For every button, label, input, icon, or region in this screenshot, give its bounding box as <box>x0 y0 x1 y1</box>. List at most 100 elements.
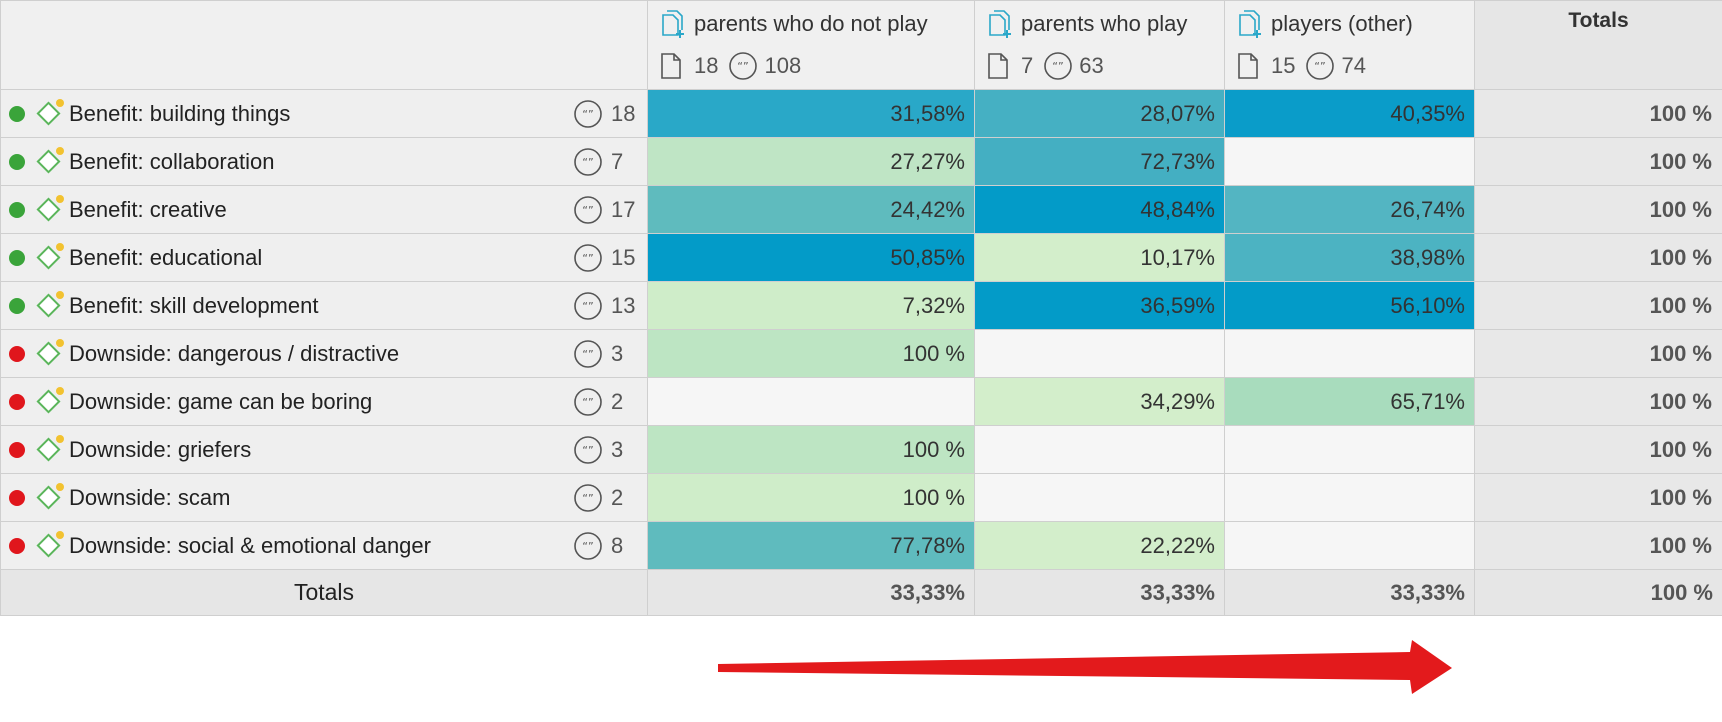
svg-text:“”: “” <box>582 348 593 361</box>
document-group-icon <box>989 10 1011 38</box>
cell-value[interactable]: 26,74% <box>1224 185 1475 234</box>
table-row[interactable]: Downside: dangerous / distractive “” 3 100 … <box>0 329 1722 378</box>
cell-value[interactable]: 48,84% <box>974 185 1225 234</box>
quotation-icon: “” <box>574 339 602 368</box>
cell-value[interactable]: 28,07% <box>974 89 1225 138</box>
cell-value[interactable]: 36,59% <box>974 281 1225 330</box>
document-icon <box>1238 53 1258 79</box>
table-row[interactable]: Downside: scam “” 2 100 % 100 % <box>0 473 1722 522</box>
svg-text:“”: “” <box>738 60 749 73</box>
row-header[interactable]: Benefit: building things “” 18 <box>0 89 648 138</box>
code-document-table: parents who do not play 18 “” 108 parents w… <box>0 0 1722 616</box>
column-title: players (other) <box>1271 11 1413 36</box>
code-icon <box>35 242 64 272</box>
quotation-icon: “” <box>574 195 602 224</box>
row-header[interactable]: Downside: griefers “” 3 <box>0 425 648 474</box>
code-label: Downside: social & emotional danger <box>69 532 431 558</box>
cell-value[interactable]: 31,58% <box>647 89 975 138</box>
table-row[interactable]: Downside: game can be boring “” 2 34,29% 65,… <box>0 377 1722 426</box>
cell-value[interactable]: 100 % <box>647 329 975 378</box>
cell-value[interactable]: 27,27% <box>647 137 975 186</box>
cell-value[interactable]: 100 % <box>647 425 975 474</box>
table-row[interactable]: Downside: griefers “” 3 100 % 100 % <box>0 425 1722 474</box>
column-header-2[interactable]: players (other) 15 “” 74 <box>1224 0 1475 90</box>
corner-header <box>0 0 648 90</box>
column-stats: 18 “” 108 <box>660 51 811 81</box>
svg-text:“”: “” <box>582 540 593 553</box>
cell-value[interactable] <box>1224 473 1475 522</box>
cell-value[interactable]: 72,73% <box>974 137 1225 186</box>
totals-column-header[interactable]: Totals <box>1474 0 1722 90</box>
cell-value[interactable] <box>974 473 1225 522</box>
document-group-icon <box>662 10 684 38</box>
row-total: 100 % <box>1474 281 1722 330</box>
row-header[interactable]: Downside: scam “” 2 <box>0 473 648 522</box>
count-value: 2 <box>611 388 624 414</box>
column-title-row: players (other) <box>1237 9 1413 39</box>
column-header-1[interactable]: parents who play 7 “” 63 <box>974 0 1225 90</box>
table-row[interactable]: Benefit: skill development “” 13 7,32% 36,59… <box>0 281 1722 330</box>
svg-text:“”: “” <box>582 156 593 169</box>
document-count: 7 <box>1021 53 1034 78</box>
table-row[interactable]: Benefit: building things “” 18 31,58% 28,07%… <box>0 89 1722 138</box>
cell-value[interactable]: 65,71% <box>1224 377 1475 426</box>
column-title-row: parents who do not play <box>660 9 928 39</box>
cell-value[interactable]: 10,17% <box>974 233 1225 282</box>
code-label: Benefit: creative <box>69 196 227 222</box>
quotation-icon: “” <box>574 243 602 272</box>
totals-row-value-0: 33,33% <box>647 569 975 616</box>
code-icon <box>35 194 64 224</box>
row-header[interactable]: Benefit: skill development “” 13 <box>0 281 648 330</box>
cell-value[interactable]: 38,98% <box>1224 233 1475 282</box>
totals-row-value-1: 33,33% <box>974 569 1225 616</box>
row-header[interactable]: Downside: dangerous / distractive “” 3 <box>0 329 648 378</box>
column-stats: 15 “” 74 <box>1237 51 1376 81</box>
table-row[interactable]: Benefit: educational “” 15 50,85% 10,17% 38,9… <box>0 233 1722 282</box>
cell-value[interactable] <box>1224 425 1475 474</box>
cell-value[interactable]: 24,42% <box>647 185 975 234</box>
code-quotation-count: “” 7 <box>573 138 623 185</box>
code-icon <box>35 530 64 560</box>
row-header[interactable]: Downside: game can be boring “” 2 <box>0 377 648 426</box>
code-quotation-count: “” 8 <box>573 522 623 569</box>
cell-value[interactable]: 7,32% <box>647 281 975 330</box>
column-title: parents who do not play <box>694 11 928 36</box>
row-header[interactable]: Benefit: educational “” 15 <box>0 233 648 282</box>
totals-row-grand-total: 100 % <box>1474 569 1722 616</box>
cell-value[interactable] <box>1224 521 1475 570</box>
row-header[interactable]: Benefit: creative “” 17 <box>0 185 648 234</box>
count-value: 3 <box>611 340 624 366</box>
svg-text:“”: “” <box>582 300 593 313</box>
row-header[interactable]: Benefit: collaboration “” 7 <box>0 137 648 186</box>
row-header[interactable]: Downside: social & emotional danger “” 8 <box>0 521 648 570</box>
quotation-icon: “” <box>574 387 602 416</box>
count-value: 15 <box>611 244 636 270</box>
cell-value[interactable] <box>974 329 1225 378</box>
document-icon <box>988 53 1008 79</box>
status-dot-icon <box>9 537 25 554</box>
cell-value[interactable] <box>1224 137 1475 186</box>
quotation-icon: “” <box>574 483 602 512</box>
quotation-icon: “” <box>1044 52 1073 80</box>
cell-value[interactable]: 40,35% <box>1224 89 1475 138</box>
cell-value[interactable]: 100 % <box>647 473 975 522</box>
cell-value[interactable]: 56,10% <box>1224 281 1475 330</box>
cell-value[interactable]: 22,22% <box>974 521 1225 570</box>
document-group-icon <box>1239 10 1261 38</box>
cell-value[interactable] <box>1224 329 1475 378</box>
code-icon <box>35 434 64 464</box>
svg-text:“”: “” <box>582 492 593 505</box>
code-icon <box>35 146 64 176</box>
count-value: 17 <box>611 196 636 222</box>
row-total: 100 % <box>1474 233 1722 282</box>
code-label: Benefit: educational <box>69 244 263 270</box>
column-stats: 7 “” 63 <box>987 51 1114 81</box>
code-label: Benefit: collaboration <box>69 148 275 174</box>
table-row[interactable]: Benefit: collaboration “” 7 27,27% 72,73% 100… <box>0 137 1722 186</box>
code-quotation-count: “” 3 <box>573 330 623 377</box>
table-row[interactable]: Benefit: creative “” 17 24,42% 48,84% 26,74% 1… <box>0 185 1722 234</box>
cell-value[interactable]: 50,85% <box>647 233 975 282</box>
code-icon <box>35 386 64 416</box>
status-dot-icon <box>9 393 25 410</box>
